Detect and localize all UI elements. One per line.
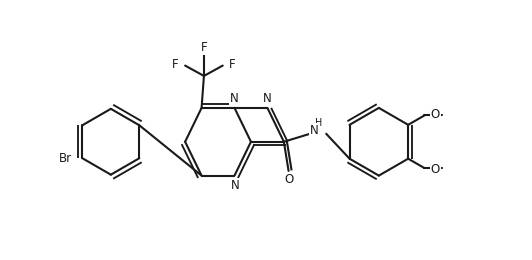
Text: N: N [310,124,319,137]
Text: F: F [172,58,179,71]
Text: N: N [230,92,239,105]
Text: O: O [430,162,440,176]
Text: Br: Br [59,152,72,165]
Text: H: H [315,118,322,128]
Text: O: O [430,108,440,121]
Text: N: N [231,179,240,192]
Text: F: F [201,41,207,54]
Text: O: O [284,173,293,186]
Text: N: N [263,92,272,105]
Text: F: F [229,58,236,71]
